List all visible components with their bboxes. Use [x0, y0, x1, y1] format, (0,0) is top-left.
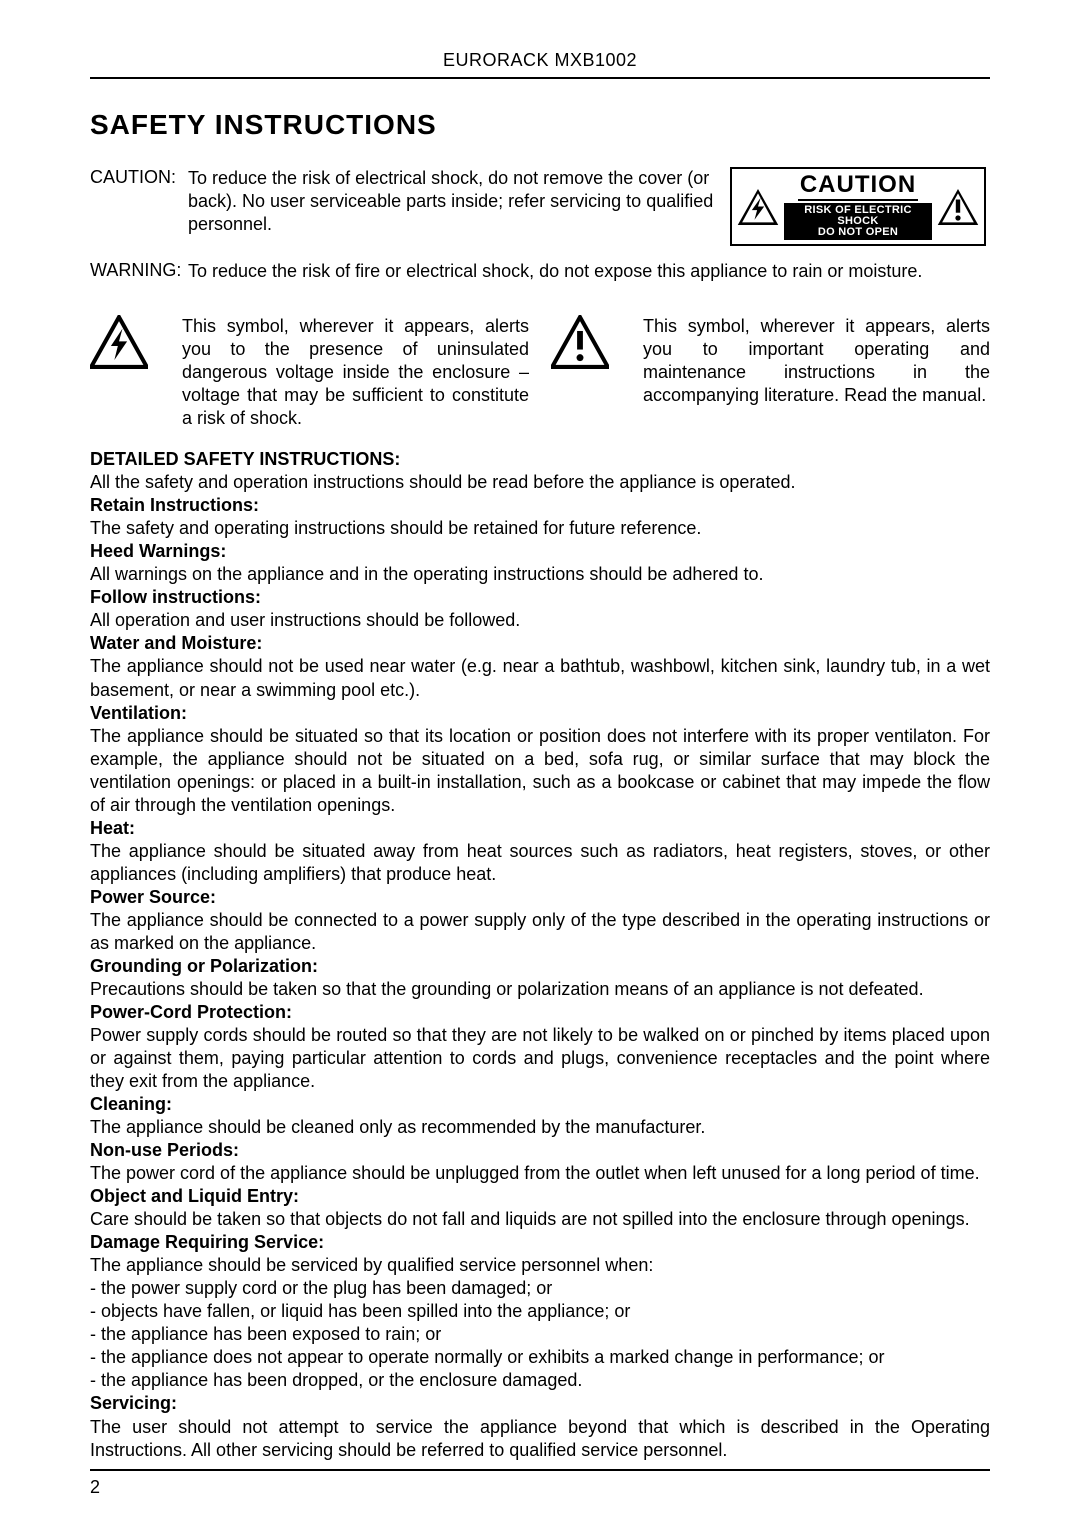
section-body: All warnings on the appliance and in the…	[90, 563, 990, 586]
section-body: - the appliance does not appear to opera…	[90, 1346, 990, 1369]
footer-rule	[90, 1469, 990, 1471]
section-heading: Servicing:	[90, 1392, 990, 1415]
header-rule	[90, 77, 990, 79]
header-title: EURORACK MXB1002	[90, 50, 990, 71]
warning-label: WARNING:	[90, 260, 180, 281]
section-body: - objects have fallen, or liquid has bee…	[90, 1300, 990, 1323]
exclamation-triangle-icon	[551, 315, 609, 369]
section-body: The user should not attempt to service t…	[90, 1416, 990, 1462]
section-heading: Power-Cord Protection:	[90, 1001, 990, 1024]
section-body: - the power supply cord or the plug has …	[90, 1277, 990, 1300]
lightning-triangle-icon	[90, 315, 148, 369]
exclamation-triangle-icon	[936, 186, 980, 228]
section-body: The appliance should be situated away fr…	[90, 840, 990, 886]
caution-label-graphic: CAUTION RISK OF ELECTRIC SHOCK DO NOT OP…	[730, 167, 986, 246]
section-body: Care should be taken so that objects do …	[90, 1208, 990, 1231]
section-body: The appliance should be situated so that…	[90, 725, 990, 817]
section-heading: DETAILED SAFETY INSTRUCTIONS:	[90, 448, 990, 471]
section-body: The appliance should not be used near wa…	[90, 655, 990, 701]
section-body: All operation and user instructions shou…	[90, 609, 990, 632]
section-body: The appliance should be connected to a p…	[90, 909, 990, 955]
caution-sub: RISK OF ELECTRIC SHOCK DO NOT OPEN	[784, 203, 932, 240]
section-body: Precautions should be taken so that the …	[90, 978, 990, 1001]
section-heading: Damage Requiring Service:	[90, 1231, 990, 1254]
symbol-row: This symbol, wherever it appears, alerts…	[90, 315, 990, 430]
section-body: The appliance should be cleaned only as …	[90, 1116, 990, 1139]
section-heading: Follow instructions:	[90, 586, 990, 609]
section-heading: Power Source:	[90, 886, 990, 909]
lightning-triangle-icon	[736, 186, 780, 228]
caution-main: CAUTION	[798, 173, 918, 201]
section-heading: Heat:	[90, 817, 990, 840]
caution-box: CAUTION RISK OF ELECTRIC SHOCK DO NOT OP…	[730, 167, 986, 246]
safety-sections: DETAILED SAFETY INSTRUCTIONS:All the saf…	[90, 448, 990, 1461]
section-heading: Retain Instructions:	[90, 494, 990, 517]
section-body: - the appliance has been dropped, or the…	[90, 1369, 990, 1392]
warning-text: To reduce the risk of fire or electrical…	[188, 260, 990, 283]
section-heading: Non-use Periods:	[90, 1139, 990, 1162]
section-heading: Water and Moisture:	[90, 632, 990, 655]
section-heading: Ventilation:	[90, 702, 990, 725]
page-number: 2	[90, 1477, 990, 1498]
section-body: The safety and operating instructions sh…	[90, 517, 990, 540]
symbol-left-text: This symbol, wherever it appears, alerts…	[182, 315, 529, 430]
section-heading: Object and Liquid Entry:	[90, 1185, 990, 1208]
section-body: All the safety and operation instruction…	[90, 471, 990, 494]
section-heading: Heed Warnings:	[90, 540, 990, 563]
caution-text: To reduce the risk of electrical shock, …	[188, 167, 722, 236]
section-body: - the appliance has been exposed to rain…	[90, 1323, 990, 1346]
section-body: The power cord of the appliance should b…	[90, 1162, 990, 1185]
footer: 2	[90, 1463, 990, 1498]
document-page: EURORACK MXB1002 SAFETY INSTRUCTIONS CAU…	[0, 0, 1080, 1528]
page-title: SAFETY INSTRUCTIONS	[90, 109, 990, 141]
caution-label: CAUTION:	[90, 167, 180, 188]
section-heading: Grounding or Polarization:	[90, 955, 990, 978]
caution-box-text: CAUTION RISK OF ELECTRIC SHOCK DO NOT OP…	[784, 173, 932, 240]
section-body: Power supply cords should be routed so t…	[90, 1024, 990, 1093]
header: EURORACK MXB1002	[90, 50, 990, 79]
symbol-right-text: This symbol, wherever it appears, alerts…	[643, 315, 990, 430]
section-heading: Cleaning:	[90, 1093, 990, 1116]
section-body: The appliance should be serviced by qual…	[90, 1254, 990, 1277]
top-block: CAUTION: To reduce the risk of electrica…	[90, 167, 990, 283]
